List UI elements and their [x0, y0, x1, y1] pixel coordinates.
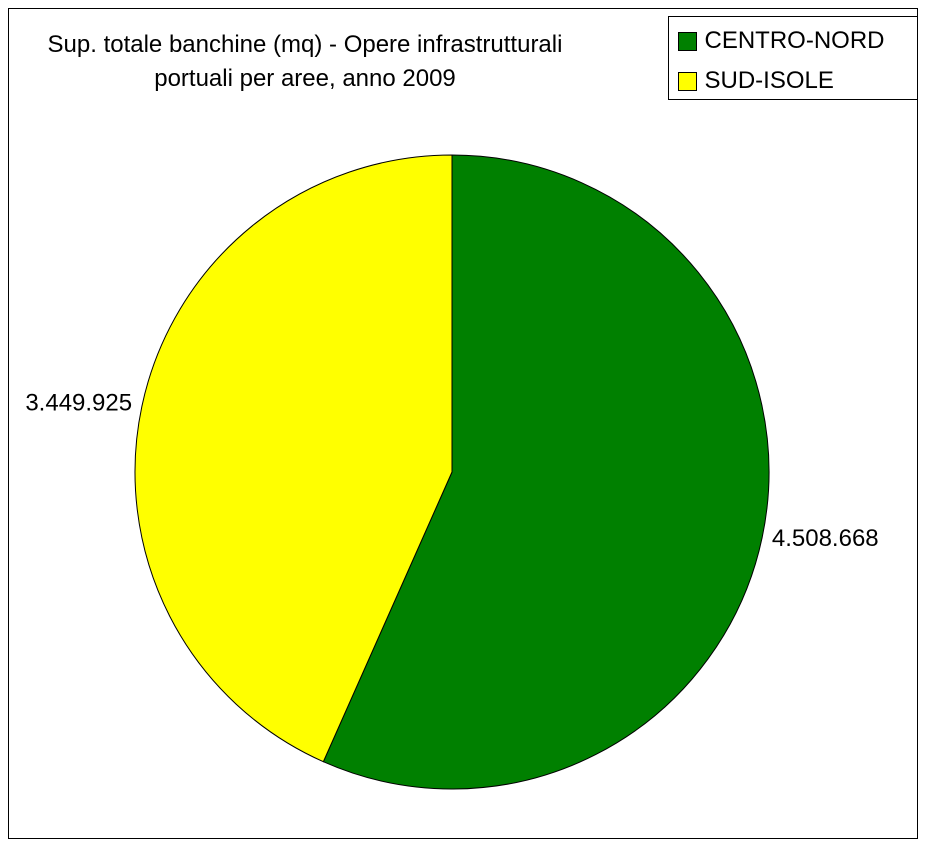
pie-slice — [134, 154, 453, 763]
legend-box — [668, 16, 918, 100]
data-label: 4.508.668 — [772, 525, 879, 552]
legend-label: CENTRO-NORD — [705, 27, 885, 54]
pie-slice — [322, 154, 770, 790]
data-label: 3.449.925 — [25, 390, 132, 417]
legend-swatch — [678, 72, 697, 91]
legend-label: SUD-ISOLE — [705, 67, 834, 94]
chart-title: Sup. totale banchine (mq) - Opere infras… — [47, 31, 563, 92]
legend-swatch — [678, 32, 697, 51]
